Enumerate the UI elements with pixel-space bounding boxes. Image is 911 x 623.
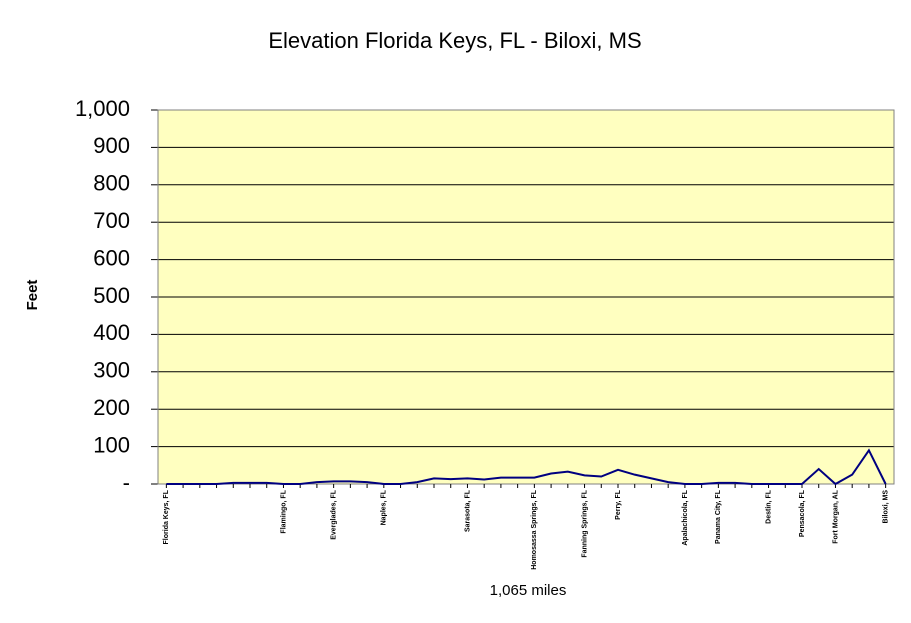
- x-tick-label: Everglades, FL: [330, 489, 337, 540]
- chart-title: Elevation Florida Keys, FL - Biloxi, MS: [268, 28, 641, 53]
- y-tick-label: 500: [93, 283, 130, 308]
- plot-border: [157, 109, 895, 485]
- x-tick-label: Homosassa Springs, FL: [531, 489, 538, 569]
- x-tick-label: Perry, FL: [615, 489, 622, 520]
- y-tick-label: 700: [93, 208, 130, 233]
- y-tick-label: 400: [93, 320, 130, 345]
- x-tick-label: Flamingo, FL: [280, 489, 287, 533]
- x-tick-label: Fanning Springs, FL: [581, 489, 588, 557]
- x-tick-label: Biloxi, MS: [882, 490, 889, 524]
- y-tick-label: 300: [93, 358, 130, 383]
- x-tick-label: Panama City, FL: [715, 489, 722, 544]
- line: [166, 448, 887, 486]
- x-tick-label: Florida Keys, FL: [163, 489, 170, 544]
- x-tick-label: Pensacola, FL: [799, 489, 806, 537]
- y-tick-label: 100: [93, 432, 130, 457]
- x-tick-label: Destin, FL: [765, 489, 772, 524]
- x-tick-label: Sarasota, FL: [464, 489, 471, 532]
- y-tick-label: 600: [93, 245, 130, 270]
- y-tick-label: 800: [93, 171, 130, 196]
- y-tick-label: -: [123, 470, 130, 495]
- y-tick-label: 900: [93, 133, 130, 158]
- x-tick-label: Naples, FL: [381, 489, 388, 525]
- x-axis-label: 1,065 miles: [490, 582, 567, 599]
- x-tick-label: Apalachicola, FL: [682, 489, 689, 545]
- y-axis-label: Feet: [24, 280, 41, 311]
- x-tick-label: Fort Morgan, AL: [832, 489, 839, 544]
- y-tick-label: 1,000: [75, 96, 130, 121]
- y-tick-label: 200: [93, 395, 130, 420]
